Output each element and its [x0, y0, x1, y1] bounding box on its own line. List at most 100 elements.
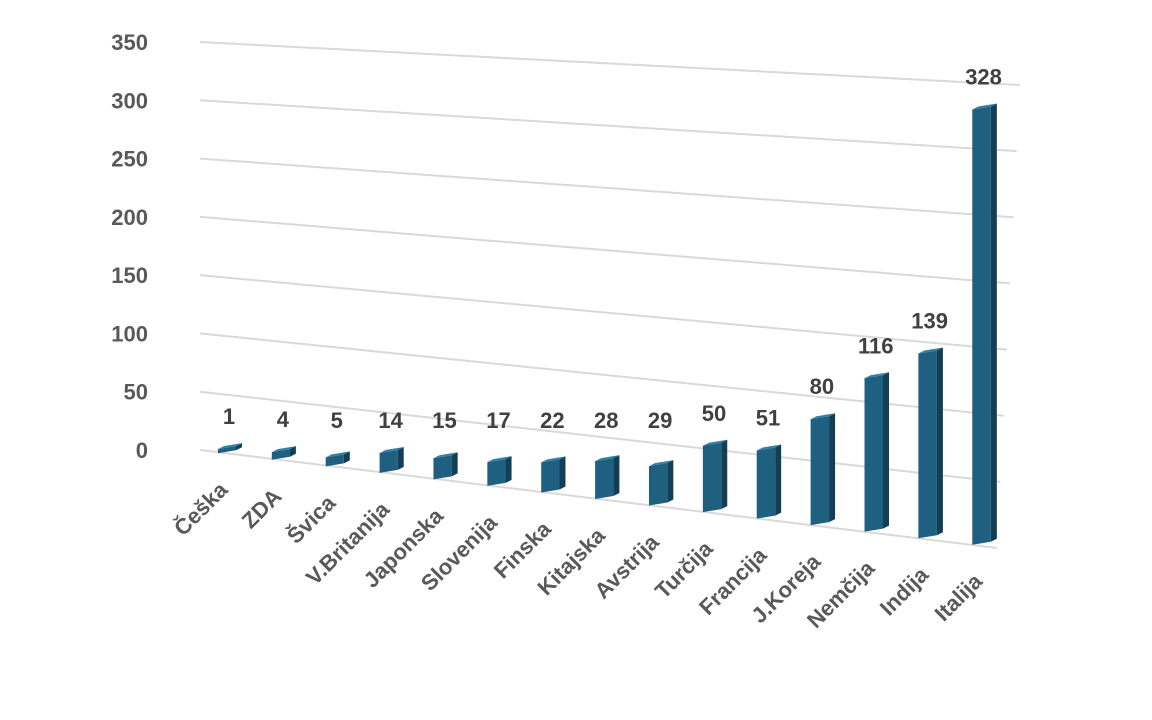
bar-top	[864, 372, 889, 379]
bar-side	[235, 443, 242, 451]
bar-top	[595, 455, 620, 462]
y-tick-label: 100	[111, 321, 148, 346]
bar-top	[702, 439, 728, 446]
bar-front	[541, 459, 560, 493]
bar	[433, 452, 458, 480]
bar-front	[217, 446, 236, 454]
data-label: 14	[378, 408, 403, 433]
bars	[217, 103, 997, 545]
bar-front	[271, 449, 290, 460]
gridline-150	[199, 274, 1007, 351]
bar-side	[667, 460, 674, 503]
bar	[595, 455, 620, 499]
x-tick-label: ZDA	[237, 484, 287, 534]
bar-side	[936, 347, 943, 536]
bar-side	[829, 413, 836, 523]
bar	[864, 372, 889, 532]
bar	[217, 443, 242, 454]
y-tick-label: 50	[124, 380, 148, 405]
bar	[379, 447, 404, 473]
data-label: 1	[223, 404, 235, 429]
bar-top	[271, 446, 296, 453]
data-label: 51	[756, 406, 780, 431]
data-label: 28	[594, 408, 618, 433]
data-label: 5	[331, 408, 343, 433]
gridline-250	[199, 157, 1014, 219]
bar-side	[397, 447, 404, 470]
bar	[487, 456, 512, 486]
data-label: 17	[486, 408, 510, 433]
x-tick-label: Češka	[169, 477, 233, 541]
bar-side	[343, 451, 350, 464]
bar-side	[721, 439, 728, 510]
y-axis-ticks: 0 50 100 150 200 250 300 350	[111, 30, 148, 463]
data-label: 15	[432, 408, 456, 433]
gridline-350	[199, 41, 1021, 86]
bar-side	[559, 456, 566, 490]
data-label: 328	[965, 65, 1002, 90]
bar-top	[325, 451, 350, 458]
bar-side	[451, 452, 458, 477]
gridline-300	[199, 99, 1017, 153]
x-tick-label: Indija	[875, 562, 934, 621]
bar-top	[810, 413, 836, 420]
bar	[271, 446, 296, 460]
gridlines	[199, 41, 1021, 549]
data-label: 50	[702, 401, 726, 426]
x-tick-label: Švica	[282, 490, 341, 549]
bar-front	[648, 463, 668, 506]
y-tick-label: 300	[111, 88, 148, 113]
y-tick-label: 250	[111, 147, 148, 172]
bar-front	[972, 106, 991, 545]
bar-side	[775, 444, 782, 516]
bar-front	[756, 447, 776, 519]
bar-side	[289, 446, 296, 457]
gridline-200	[199, 215, 1011, 285]
bar-top	[648, 460, 674, 467]
bar-top	[379, 447, 404, 454]
data-label: 139	[911, 309, 948, 334]
bar	[918, 347, 943, 539]
bar-front	[864, 375, 883, 532]
bar-side	[505, 456, 512, 483]
bar	[702, 439, 728, 513]
y-tick-label: 200	[111, 205, 148, 230]
data-label: 80	[810, 374, 834, 399]
bar-front	[487, 459, 506, 486]
bar-top	[756, 444, 782, 451]
data-label: 29	[648, 408, 672, 433]
bar-top	[487, 456, 512, 463]
bar-side	[613, 455, 620, 496]
bar-top	[433, 452, 458, 459]
bar-front	[810, 416, 830, 526]
bar-side	[990, 103, 997, 542]
bar	[972, 103, 997, 545]
y-tick-label: 0	[136, 438, 148, 463]
gridline-0	[199, 449, 998, 549]
bar	[541, 456, 566, 493]
bar-top	[972, 103, 997, 110]
bar-front	[595, 458, 614, 499]
x-tick-label: Italija	[930, 568, 988, 626]
bar-top	[217, 443, 242, 450]
bar	[810, 413, 836, 526]
bar-top	[541, 456, 566, 463]
bar-front	[702, 442, 722, 513]
bar-front	[918, 350, 937, 539]
bar	[648, 460, 674, 506]
y-tick-label: 350	[111, 30, 148, 55]
bar-front	[379, 450, 398, 473]
bar	[325, 451, 350, 467]
bar-top	[918, 347, 943, 354]
y-tick-label: 150	[111, 263, 148, 288]
bar-front	[433, 455, 452, 480]
data-label: 22	[540, 408, 564, 433]
bar-front	[325, 454, 344, 467]
data-label: 4	[277, 407, 290, 432]
data-label: 116	[858, 333, 894, 358]
bar-side	[883, 372, 889, 529]
bar	[756, 444, 782, 519]
